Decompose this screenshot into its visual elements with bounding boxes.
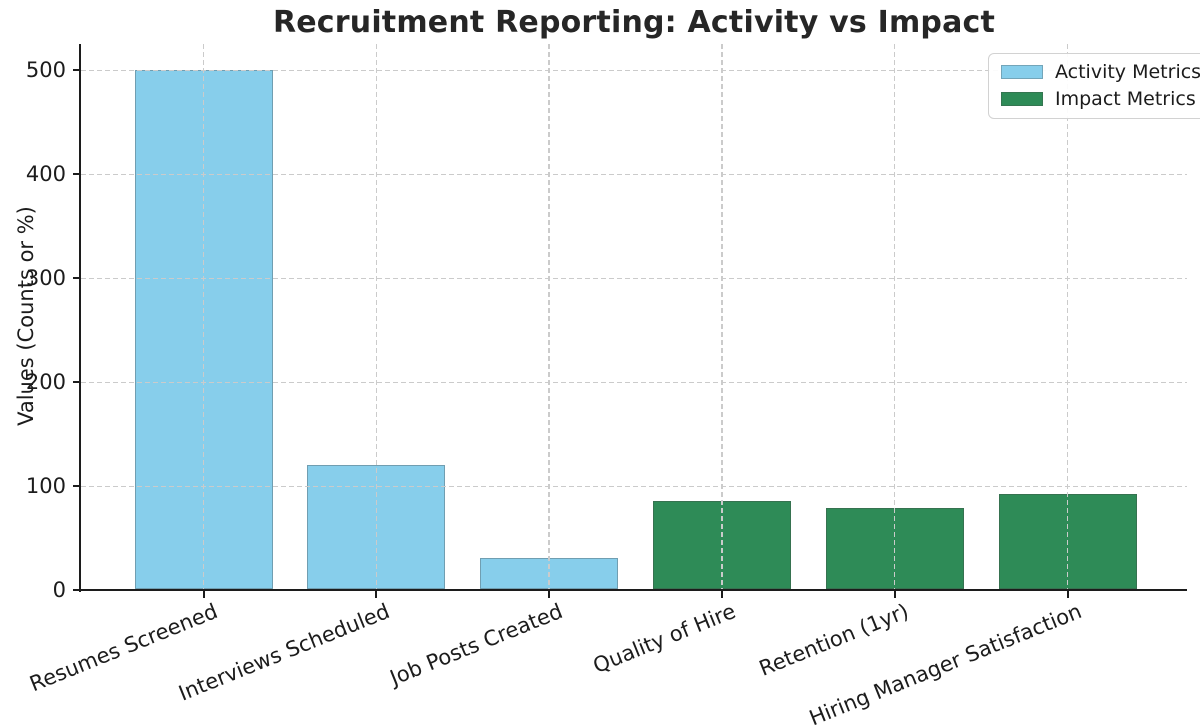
gridline-v-quality-of-hire [721, 44, 723, 589]
y-tick-mark-400 [73, 172, 81, 175]
y-tick-mark-200 [73, 380, 81, 383]
y-tick-label-300: 300 [25, 265, 66, 290]
gridline-h-300 [81, 277, 1187, 280]
x-tick-mark-retention-1yr [893, 591, 896, 598]
gridline-v-hiring-manager-satisfaction [1066, 44, 1069, 589]
x-tick-mark-interviews-scheduled [375, 591, 378, 598]
y-tick-label-0: 0 [52, 577, 66, 602]
y-tick-mark-500 [73, 68, 81, 71]
y-tick-label-500: 500 [25, 57, 66, 82]
legend-swatch-impact [1001, 92, 1043, 106]
legend-row-impact: Impact Metrics [1001, 88, 1200, 110]
legend-label-activity: Activity Metrics [1055, 61, 1200, 83]
gridline-v-resumes-screened [202, 44, 205, 589]
gridline-v-interviews-scheduled [375, 44, 377, 589]
x-tick-mark-job-posts-created [548, 591, 551, 598]
y-tick-label-100: 100 [25, 473, 66, 498]
gridline-h-500 [81, 69, 1187, 72]
gridline-v-retention-1yr [894, 44, 896, 589]
y-tick-mark-300 [73, 276, 81, 279]
y-tick-mark-100 [73, 484, 81, 487]
x-tick-mark-hiring-manager-satisfaction [1066, 591, 1069, 598]
gridline-h-200 [81, 381, 1187, 384]
left-spine [79, 44, 81, 592]
x-tick-label-resumes-screened: Resumes Screened [25, 599, 221, 697]
legend-row-activity: Activity Metrics [1001, 61, 1200, 83]
legend-swatch-activity [1001, 65, 1043, 79]
chart-title: Recruitment Reporting: Activity vs Impac… [272, 5, 996, 40]
legend-label-impact: Impact Metrics [1055, 88, 1196, 110]
gridline-v-job-posts-created [548, 44, 550, 589]
gridline-h-100 [81, 485, 1187, 487]
x-tick-mark-quality-of-hire [720, 591, 723, 598]
bottom-spine [79, 589, 1187, 592]
y-tick-label-400: 400 [25, 161, 66, 186]
x-tick-mark-resumes-screened [202, 591, 205, 598]
y-tick-mark-0 [73, 588, 81, 591]
legend: Activity Metrics Impact Metrics [988, 53, 1200, 119]
y-tick-label-200: 200 [25, 369, 66, 394]
gridline-h-400 [81, 173, 1187, 176]
